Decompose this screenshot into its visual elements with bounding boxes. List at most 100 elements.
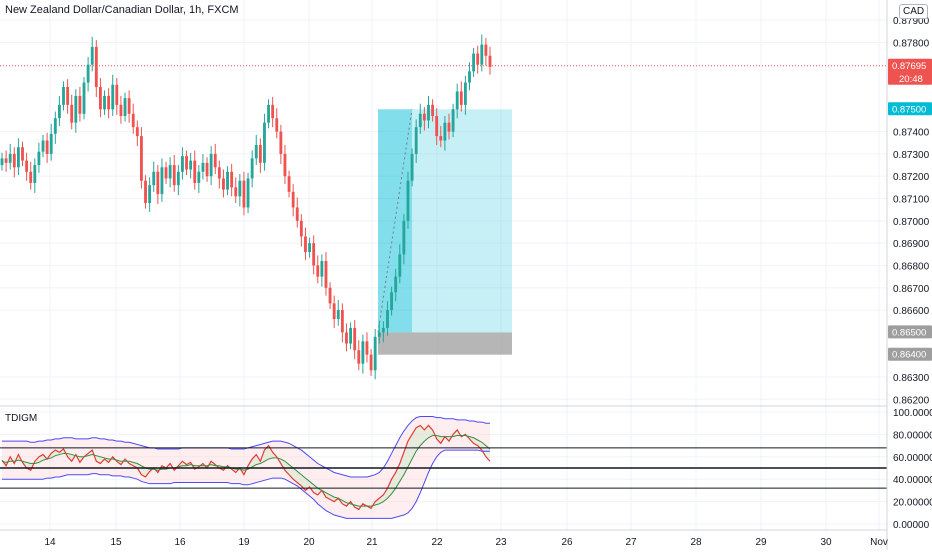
candle-body bbox=[119, 104, 123, 116]
price-label-box bbox=[888, 102, 932, 116]
candle-body bbox=[45, 140, 49, 154]
candle-body bbox=[328, 287, 332, 304]
candle-body bbox=[78, 95, 82, 114]
indicator-tick-label: 60.00000 bbox=[893, 453, 932, 464]
candle-body bbox=[53, 118, 57, 134]
candle-body bbox=[94, 46, 98, 87]
candle-body bbox=[217, 167, 221, 179]
candle-body bbox=[287, 176, 291, 192]
candle-body bbox=[25, 160, 29, 172]
candle-body bbox=[353, 327, 357, 351]
candle-body bbox=[193, 160, 197, 183]
candle-body bbox=[476, 53, 480, 65]
candle-body bbox=[431, 104, 435, 116]
price-tick-label: 0.87300 bbox=[893, 150, 930, 161]
candle-body bbox=[246, 178, 250, 208]
candle-body bbox=[267, 104, 270, 123]
candle-body bbox=[345, 332, 348, 344]
candle-body bbox=[185, 156, 188, 170]
indicator-series-line bbox=[2, 449, 490, 519]
candle-body bbox=[377, 332, 381, 337]
candle-body bbox=[90, 46, 94, 65]
candle-body bbox=[312, 243, 316, 266]
candle-body bbox=[357, 350, 361, 364]
indicator-tick-label: 100.00000 bbox=[893, 408, 932, 419]
candle-body bbox=[468, 71, 471, 83]
candle-body bbox=[488, 55, 492, 67]
price-tick-label: 0.86200 bbox=[893, 395, 930, 406]
stop-zone bbox=[378, 332, 512, 355]
time-tick-label: 15 bbox=[110, 537, 122, 548]
time-tick-label: 20 bbox=[303, 537, 315, 548]
candle-body bbox=[8, 153, 12, 163]
candle-body bbox=[443, 122, 447, 141]
time-tick-label: 28 bbox=[690, 537, 702, 548]
time-tick-label: 16 bbox=[174, 537, 186, 548]
price-labels: 0.87695 20:48 0.87500 0.86500 0.86400 bbox=[888, 58, 932, 361]
candle-body bbox=[324, 261, 328, 288]
indicator-series-line bbox=[1, 435, 491, 507]
candle-body bbox=[279, 131, 283, 154]
candle-body bbox=[49, 133, 53, 154]
candles bbox=[0, 34, 492, 380]
grid bbox=[0, 0, 887, 530]
candle-body bbox=[242, 180, 246, 208]
price-label-value: 0.86500 bbox=[892, 327, 926, 338]
chart-title: New Zealand Dollar/Canadian Dollar, 1h, … bbox=[5, 4, 239, 16]
candle-body bbox=[402, 220, 406, 255]
candle-body bbox=[451, 109, 455, 132]
price-tick-label: 0.87900 bbox=[893, 16, 930, 27]
indicator-levels bbox=[0, 447, 887, 489]
indicator-tick-label: 20.00000 bbox=[893, 498, 932, 509]
candle-body bbox=[406, 180, 410, 221]
candle-body bbox=[373, 336, 377, 371]
price-tick-label: 0.86700 bbox=[893, 284, 930, 295]
candle-body bbox=[340, 310, 344, 333]
candle-body bbox=[197, 171, 201, 183]
price-label-box bbox=[888, 58, 932, 85]
candle-body bbox=[336, 310, 340, 319]
candle-body bbox=[455, 91, 459, 110]
candle-body bbox=[62, 87, 65, 105]
indicator-tick-label: 0.00000 bbox=[893, 520, 930, 531]
price-tick-label: 0.87200 bbox=[893, 172, 930, 183]
candle-body bbox=[320, 261, 324, 277]
candle-body bbox=[226, 171, 229, 190]
candle-body bbox=[238, 180, 242, 197]
candle-body bbox=[213, 153, 217, 168]
candle-body bbox=[472, 53, 476, 72]
candle-body bbox=[234, 187, 238, 197]
price-tick-label: 0.86900 bbox=[893, 239, 930, 250]
candle-body bbox=[37, 151, 41, 166]
indicator-tick-label: 40.00000 bbox=[893, 475, 932, 486]
candle-body bbox=[189, 160, 193, 170]
price-tick-label: 0.87000 bbox=[893, 217, 930, 228]
candle-body bbox=[103, 95, 106, 110]
candle-body bbox=[304, 236, 307, 253]
candle-body bbox=[70, 104, 74, 123]
candle-body bbox=[254, 145, 258, 159]
candle-body bbox=[275, 118, 279, 132]
time-tick-label: 26 bbox=[561, 537, 573, 548]
time-tick-label: 29 bbox=[755, 537, 767, 548]
indicator-tick-label: 80.00000 bbox=[893, 430, 932, 441]
time-tick-label: 19 bbox=[238, 537, 250, 548]
price-label-value: 0.87695 bbox=[892, 61, 926, 72]
candle-body bbox=[332, 303, 336, 319]
time-tick-label: 30 bbox=[820, 537, 832, 548]
currency-button[interactable]: CAD bbox=[899, 4, 929, 19]
indicator-lines bbox=[1, 415, 491, 519]
candle-body bbox=[398, 254, 402, 277]
candle-body bbox=[386, 310, 389, 328]
candle-body bbox=[144, 180, 147, 203]
candle-body bbox=[369, 354, 373, 371]
candle-body bbox=[230, 171, 234, 188]
candle-body bbox=[394, 276, 398, 293]
candle-body bbox=[16, 147, 20, 168]
candle-body bbox=[127, 98, 131, 114]
price-label-value: 0.87500 bbox=[892, 104, 926, 115]
candle-body bbox=[57, 104, 61, 119]
